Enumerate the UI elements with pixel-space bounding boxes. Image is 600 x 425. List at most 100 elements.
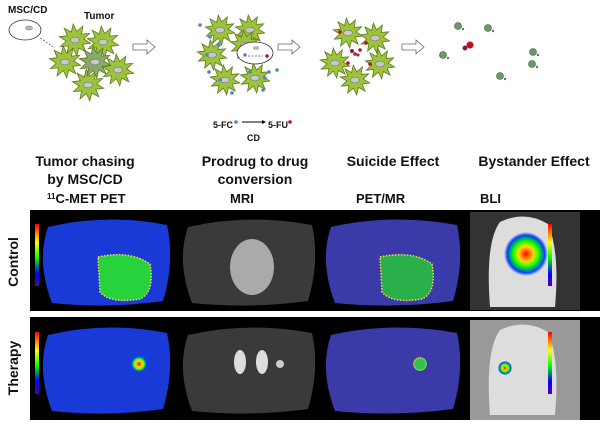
tumor-cell-nucleus [250,74,260,82]
process-arrow-icon [277,39,301,55]
msc-nucleus [25,25,33,31]
dead-cell-fragment [528,60,536,68]
bli-signal [498,361,512,375]
reaction-enzyme: CD [247,133,260,143]
tumor-cell [204,13,236,47]
tumor-cell-nucleus [330,59,340,67]
step-1-label-line2: by MSC/CD [47,171,122,187]
imaging-panels [30,210,600,420]
bli-signal [504,232,548,276]
tumor-cell [196,38,228,72]
tumor-cell [71,67,105,103]
step-4-label: Bystander Effect [478,153,590,169]
tumor-cell-nucleus [83,81,93,89]
column-header-petmr: PET/MR [356,191,406,206]
tumor-cell [359,21,391,55]
reaction-arrowhead [262,120,266,124]
tumor-region-outline [133,358,145,370]
tumor-cell-nucleus [113,66,123,74]
schematic [8,13,540,124]
5fc-molecule [491,29,495,33]
pet-colorbar [35,332,39,394]
5fu-molecule [265,54,269,58]
process-arrow-icon [401,39,425,55]
brain-slice [182,327,316,414]
5fc-molecule [446,56,450,60]
5fc-molecule [536,53,540,57]
5fc-molecule [218,78,222,82]
tumor-cell-nucleus [245,26,255,34]
tumor-cell [101,52,135,88]
5fu-molecule [353,52,357,56]
tumor-hotspot [130,355,148,373]
5fu-molecule [358,48,362,52]
bli-colorbar [548,224,552,286]
brain-slice [325,327,461,414]
row-label-therapy: Therapy [5,341,21,396]
process-arrow-icon [132,39,156,55]
5fc-molecule [243,53,247,57]
column-header-pet: 11C-MET PET [47,191,126,206]
step-2-label: Prodrug to drug [202,153,309,169]
5fc-molecule [462,45,468,51]
dead-cell-fragment [529,48,537,56]
tumor-region-outline [97,253,152,302]
tumor-mri-signal [230,239,274,295]
5fc-molecule [248,70,252,74]
tumor-hotspot [413,357,427,371]
5fc-molecule [275,68,279,72]
bli-colorbar [548,332,552,394]
msc-label: MSC/CD [8,5,47,16]
tumor-cell [364,47,396,81]
tumor-cell-nucleus [207,51,217,59]
msc-cell [236,41,274,65]
5fc-molecule [261,88,265,92]
pet-colorbar [35,224,39,286]
tumor-cell [339,63,371,97]
tumor-cell-nucleus [220,76,230,84]
dead-cell-fragment [484,24,492,32]
5fc-molecule [230,91,234,95]
5fu-molecule [364,41,368,45]
5fc-molecule [350,49,354,53]
tumor-cell-nucleus [90,58,100,66]
5fc-molecule [217,43,221,47]
tumor-mri-signal [276,360,284,368]
mouse-silhouette [488,324,557,415]
5fc-molecule [205,53,209,57]
5fc-molecule [208,35,212,39]
msc-nucleus [252,46,260,50]
row-label-control: Control [5,237,21,287]
drug-molecule [466,41,474,49]
tumor-cell-nucleus [98,38,108,46]
ventricle [234,350,246,374]
dead-cell-fragment [496,72,504,80]
reaction-product: 5-FU [268,120,288,130]
5fc-molecule [461,27,465,31]
tumor-cell-nucleus [60,58,70,66]
step-1-label: Tumor chasing [35,153,134,169]
tumor-label: Tumor [84,11,114,22]
step-2-label-line2: conversion [218,171,293,187]
brain-slice [42,327,171,414]
tumor-cell-nucleus [375,60,385,68]
tumor-cell-nucleus [350,76,360,84]
dead-cell-fragment [439,51,447,59]
ventricle [256,350,268,374]
msc-cell [8,19,42,41]
5fc-molecule [198,23,202,27]
control-row [35,212,580,310]
reaction-substrate: 5-FC [213,120,234,130]
tumor-cell-nucleus [215,26,225,34]
tumor-cell [319,46,351,80]
tumor-cell [78,44,112,80]
5fc-molecule [356,53,360,57]
column-header-mri: MRI [230,191,254,206]
tumor-cell-nucleus [343,29,353,37]
dead-cell-fragment [454,22,462,30]
tumor-cell [48,44,82,80]
tumor-region-outline [379,253,434,302]
5fu-molecule [368,62,372,66]
migration-arrow [39,37,56,49]
